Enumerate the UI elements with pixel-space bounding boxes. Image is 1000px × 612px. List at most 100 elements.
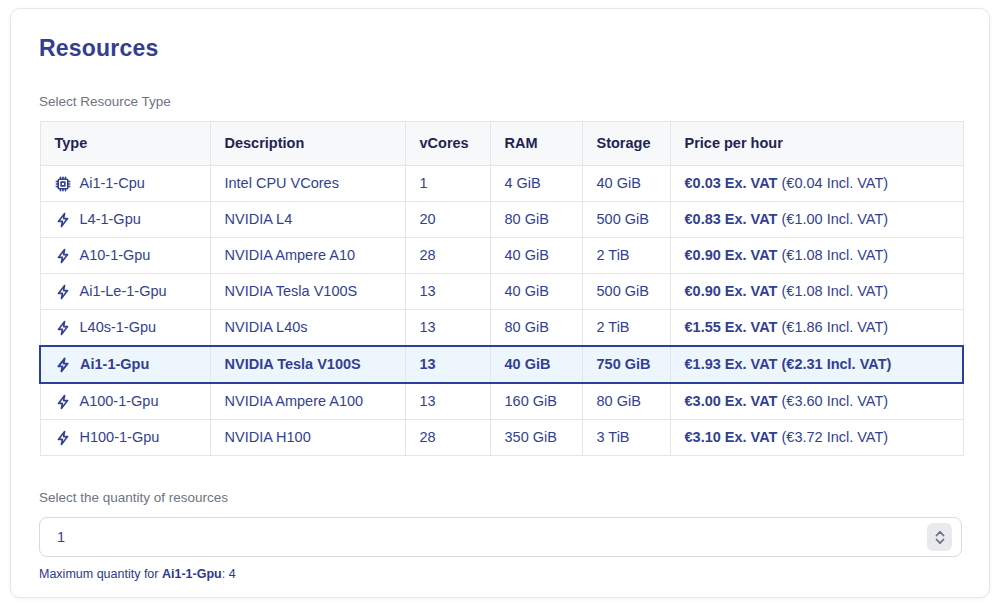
resource-price: €1.93 Ex. VAT (€2.31 Incl. VAT) [670,346,963,383]
resource-type: A10-1-Gpu [80,246,151,265]
resource-description: Intel CPU VCores [210,166,405,202]
price-incl-vat: (€1.86 Incl. VAT) [782,319,889,335]
resource-description: NVIDIA Tesla V100S [210,346,405,383]
resource-type: Ai1-1-Cpu [80,174,145,193]
resource-vcores: 13 [405,346,490,383]
table-row[interactable]: H100-1-Gpu NVIDIA H100 28 350 GiB 3 TiB … [40,420,963,456]
resource-storage: 3 TiB [582,420,670,456]
resource-type: Ai1-Le-1-Gpu [80,282,167,301]
resource-type: A100-1-Gpu [80,392,159,411]
price-ex-vat: €1.93 Ex. VAT [685,356,778,372]
lightning-bolt-icon [55,430,71,446]
column-header-storage: Storage [582,122,670,166]
column-header-vcores: vCores [405,122,490,166]
price-ex-vat: €0.83 Ex. VAT [685,211,778,227]
resource-price: €0.90 Ex. VAT (€1.08 Incl. VAT) [670,238,963,274]
max-quantity-note: Maximum quantity for Ai1-1-Gpu: 4 [39,567,959,581]
lightning-bolt-icon [55,357,71,373]
price-incl-vat: (€1.08 Incl. VAT) [782,247,889,263]
resource-ram: 4 GiB [490,166,582,202]
table-row[interactable]: A100-1-Gpu NVIDIA Ampere A100 13 160 GiB… [40,383,963,420]
price-incl-vat: (€0.04 Incl. VAT) [782,175,889,191]
resource-description: NVIDIA Ampere A100 [210,383,405,420]
resource-price: €0.03 Ex. VAT (€0.04 Incl. VAT) [670,166,963,202]
resource-description: NVIDIA Tesla V100S [210,274,405,310]
lightning-bolt-icon [55,394,71,410]
resource-storage: 2 TiB [582,238,670,274]
resource-ram: 80 GiB [490,202,582,238]
price-incl-vat: (€1.08 Incl. VAT) [782,283,889,299]
page-title: Resources [39,35,959,62]
resource-description: NVIDIA L40s [210,310,405,347]
quantity-field-wrapper [39,517,962,557]
resource-ram: 40 GiB [490,274,582,310]
quantity-input[interactable] [39,517,962,557]
resource-vcores: 20 [405,202,490,238]
max-note-suffix: : 4 [222,567,236,581]
cpu-chip-icon [55,176,71,192]
resource-price: €3.10 Ex. VAT (€3.72 Incl. VAT) [670,420,963,456]
quantity-stepper[interactable] [927,523,952,551]
resources-table: Type Description vCores RAM Storage Pric… [39,121,964,456]
lightning-bolt-icon [55,284,71,300]
price-ex-vat: €3.00 Ex. VAT [685,393,778,409]
price-ex-vat: €3.10 Ex. VAT [685,429,778,445]
resource-vcores: 1 [405,166,490,202]
quantity-label: Select the quantity of resources [39,490,959,505]
price-ex-vat: €1.55 Ex. VAT [685,319,778,335]
resource-type: H100-1-Gpu [80,428,160,447]
resource-vcores: 28 [405,420,490,456]
resource-type: Ai1-1-Gpu [80,355,149,374]
resource-price: €3.00 Ex. VAT (€3.60 Incl. VAT) [670,383,963,420]
resource-price: €1.55 Ex. VAT (€1.86 Incl. VAT) [670,310,963,347]
price-ex-vat: €0.90 Ex. VAT [685,283,778,299]
resource-vcores: 13 [405,274,490,310]
lightning-bolt-icon [55,212,71,228]
price-incl-vat: (€1.00 Incl. VAT) [782,211,889,227]
resource-storage: 40 GiB [582,166,670,202]
resource-storage: 750 GiB [582,346,670,383]
price-incl-vat: (€3.72 Incl. VAT) [782,429,889,445]
column-header-type: Type [40,122,210,166]
table-row[interactable]: L4-1-Gpu NVIDIA L4 20 80 GiB 500 GiB €0.… [40,202,963,238]
resource-vcores: 13 [405,310,490,347]
max-note-resource: Ai1-1-Gpu [162,567,222,581]
table-row[interactable]: Ai1-Le-1-Gpu NVIDIA Tesla V100S 13 40 Gi… [40,274,963,310]
resource-ram: 40 GiB [490,346,582,383]
column-header-description: Description [210,122,405,166]
price-ex-vat: €0.90 Ex. VAT [685,247,778,263]
table-row[interactable]: L40s-1-Gpu NVIDIA L40s 13 80 GiB 2 TiB €… [40,310,963,347]
resource-storage: 500 GiB [582,274,670,310]
column-header-ram: RAM [490,122,582,166]
resource-ram: 350 GiB [490,420,582,456]
lightning-bolt-icon [55,248,71,264]
resource-type: L4-1-Gpu [80,210,141,229]
chevron-up-icon [935,530,945,537]
resource-ram: 160 GiB [490,383,582,420]
resource-storage: 500 GiB [582,202,670,238]
chevron-down-icon [935,538,945,545]
price-ex-vat: €0.03 Ex. VAT [685,175,778,191]
resource-type: L40s-1-Gpu [80,318,157,337]
resource-description: NVIDIA L4 [210,202,405,238]
resource-vcores: 28 [405,238,490,274]
resource-description: NVIDIA H100 [210,420,405,456]
resource-description: NVIDIA Ampere A10 [210,238,405,274]
resource-ram: 40 GiB [490,238,582,274]
lightning-bolt-icon [55,320,71,336]
table-row-selected[interactable]: Ai1-1-Gpu NVIDIA Tesla V100S 13 40 GiB 7… [40,346,963,383]
resource-vcores: 13 [405,383,490,420]
price-incl-vat: (€2.31 Incl. VAT) [782,356,892,372]
resource-price: €0.90 Ex. VAT (€1.08 Incl. VAT) [670,274,963,310]
resources-card: Resources Select Resource Type Type Desc… [10,8,990,598]
resource-price: €0.83 Ex. VAT (€1.00 Incl. VAT) [670,202,963,238]
price-incl-vat: (€3.60 Incl. VAT) [782,393,889,409]
resource-storage: 80 GiB [582,383,670,420]
column-header-price: Price per hour [670,122,963,166]
table-header-row: Type Description vCores RAM Storage Pric… [40,122,963,166]
table-row[interactable]: Ai1-1-Cpu Intel CPU VCores 1 4 GiB 40 Gi… [40,166,963,202]
resource-ram: 80 GiB [490,310,582,347]
table-row[interactable]: A10-1-Gpu NVIDIA Ampere A10 28 40 GiB 2 … [40,238,963,274]
max-note-prefix: Maximum quantity for [39,567,162,581]
select-resource-type-label: Select Resource Type [39,94,959,109]
